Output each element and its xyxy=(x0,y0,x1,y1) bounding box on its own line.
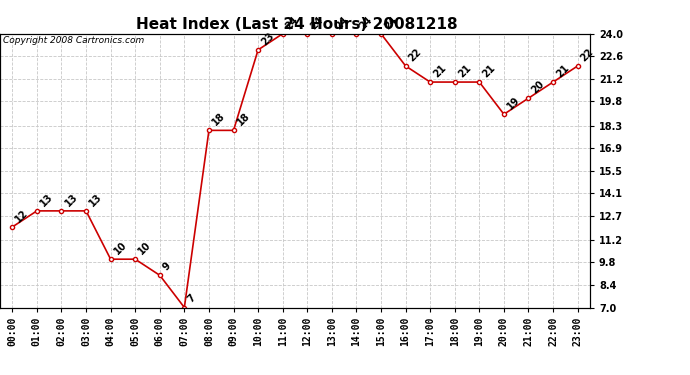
Text: 22: 22 xyxy=(407,46,424,63)
Text: 9: 9 xyxy=(161,261,173,273)
Text: 21: 21 xyxy=(555,63,571,79)
Text: 19: 19 xyxy=(505,95,522,111)
Text: 24: 24 xyxy=(308,14,325,31)
Text: 13: 13 xyxy=(88,192,104,208)
Text: 23: 23 xyxy=(259,30,276,47)
Text: 10: 10 xyxy=(137,240,153,256)
Text: 21: 21 xyxy=(456,63,473,79)
Text: 21: 21 xyxy=(481,63,497,79)
Text: 24: 24 xyxy=(382,14,399,31)
Text: 13: 13 xyxy=(38,192,55,208)
Text: 18: 18 xyxy=(235,111,252,128)
Text: 24: 24 xyxy=(284,14,301,31)
Text: 18: 18 xyxy=(210,111,227,128)
Text: 24: 24 xyxy=(358,14,375,31)
Text: Copyright 2008 Cartronics.com: Copyright 2008 Cartronics.com xyxy=(3,36,144,45)
Text: 10: 10 xyxy=(112,240,128,256)
Text: 7: 7 xyxy=(186,293,197,305)
Text: 20: 20 xyxy=(530,79,546,95)
Text: 13: 13 xyxy=(63,192,79,208)
Text: 12: 12 xyxy=(14,208,30,224)
Text: 24: 24 xyxy=(333,14,350,31)
Text: 22: 22 xyxy=(579,46,595,63)
Text: 21: 21 xyxy=(431,63,448,79)
Text: Heat Index (Last 24 Hours) 20081218: Heat Index (Last 24 Hours) 20081218 xyxy=(136,17,457,32)
